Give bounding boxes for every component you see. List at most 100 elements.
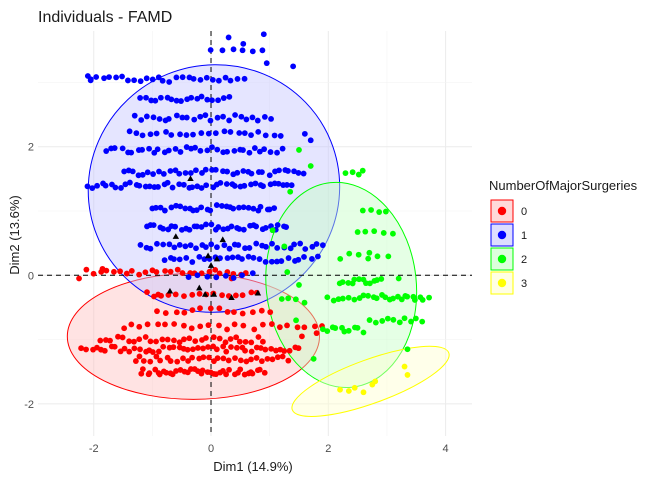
- point-group-0: [206, 354, 212, 361]
- point-group-1: [106, 74, 112, 80]
- point-group-2: [351, 276, 358, 283]
- point-group-1: [182, 243, 189, 250]
- point-group-2: [411, 297, 418, 303]
- point-group-1: [176, 181, 183, 188]
- point-group-1: [249, 270, 256, 277]
- chart-title: Individuals - FAMD: [38, 9, 172, 26]
- point-group-2: [355, 251, 362, 258]
- point-group-1: [165, 147, 172, 154]
- point-group-0: [220, 343, 227, 350]
- point-group-2: [335, 296, 342, 303]
- point-group-0: [185, 358, 191, 364]
- point-group-1: [257, 203, 264, 210]
- point-group-1: [208, 221, 215, 228]
- point-group-1: [267, 149, 274, 155]
- point-group-0: [299, 333, 305, 340]
- point-group-1: [160, 225, 166, 232]
- point-group-1: [197, 147, 204, 154]
- point-group-1: [240, 204, 247, 211]
- point-group-1: [177, 131, 183, 138]
- point-group-1: [191, 116, 198, 123]
- x-tick-label: -2: [89, 443, 99, 455]
- point-group-2: [346, 250, 353, 257]
- point-group-1: [168, 96, 175, 103]
- point-group-0: [121, 325, 128, 332]
- point-group-2: [385, 253, 392, 260]
- point-group-0: [142, 269, 149, 276]
- point-group-1: [176, 242, 183, 248]
- point-group-0: [167, 268, 174, 275]
- point-group-2: [404, 346, 411, 353]
- point-group-1: [139, 171, 146, 178]
- point-group-2: [285, 295, 292, 302]
- point-group-1: [128, 149, 135, 156]
- point-group-1: [235, 242, 242, 248]
- point-group-0: [237, 357, 244, 364]
- point-group-1: [295, 170, 302, 176]
- point-group-2: [408, 318, 414, 325]
- point-group-1: [285, 255, 292, 261]
- point-group-0: [200, 354, 207, 361]
- point-group-1: [87, 76, 94, 83]
- point-group-2: [292, 296, 299, 303]
- point-group-1: [260, 183, 266, 190]
- point-group-0: [258, 358, 265, 365]
- point-group-1: [155, 74, 162, 81]
- point-group-1: [139, 146, 146, 153]
- point-group-0: [231, 321, 238, 328]
- point-group-2: [396, 319, 403, 326]
- point-group-0: [203, 335, 209, 341]
- point-group-0: [156, 371, 163, 378]
- point-group-0: [128, 321, 135, 328]
- point-group-2: [366, 249, 373, 256]
- point-group-1: [313, 241, 320, 247]
- point-group-2: [379, 318, 386, 324]
- point-group-1: [173, 97, 180, 104]
- ellipse-group-3: [291, 345, 450, 417]
- point-group-1: [226, 93, 233, 100]
- point-group-1: [101, 75, 107, 82]
- point-group-1: [230, 275, 237, 281]
- point-group-2: [324, 328, 331, 335]
- point-group-0: [117, 268, 123, 275]
- point-group-1: [276, 167, 282, 174]
- point-group-1: [266, 206, 273, 213]
- point-group-2: [401, 315, 408, 322]
- point-group-2: [345, 294, 352, 301]
- point-group-1: [290, 63, 297, 70]
- point-group-0: [181, 309, 188, 316]
- point-group-1: [239, 272, 245, 279]
- point-group-1: [111, 145, 118, 151]
- point-group-2: [278, 296, 285, 302]
- point-group-1: [204, 147, 211, 154]
- point-group-0: [142, 334, 149, 340]
- point-group-1: [179, 114, 186, 121]
- point-group-1: [287, 245, 294, 252]
- point-group-0: [174, 358, 181, 365]
- y-axis-title: Dim2 (13.6%): [7, 195, 22, 274]
- point-group-0: [269, 356, 276, 363]
- point-group-1: [167, 168, 174, 174]
- point-group-1: [219, 47, 226, 54]
- point-group-0: [174, 266, 181, 273]
- point-group-1: [189, 259, 196, 265]
- point-group-1: [309, 243, 316, 250]
- point-group-2: [374, 253, 381, 260]
- legend-title: NumberOfMajorSurgeries: [489, 178, 638, 193]
- point-group-0: [181, 293, 187, 300]
- point-group-1: [157, 204, 164, 211]
- point-group-1: [188, 94, 195, 101]
- point-group-1: [254, 117, 261, 124]
- point-group-0: [153, 353, 160, 360]
- point-group-1: [262, 259, 269, 265]
- y-tick-label: -2: [24, 399, 34, 411]
- point-group-0: [268, 345, 275, 352]
- point-group-1: [93, 74, 100, 80]
- point-group-0: [128, 267, 135, 274]
- point-group-0: [144, 321, 151, 328]
- point-group-1: [241, 130, 248, 137]
- point-group-2: [376, 209, 383, 215]
- point-group-1: [84, 183, 91, 190]
- point-group-1: [94, 182, 100, 189]
- point-group-1: [169, 184, 176, 191]
